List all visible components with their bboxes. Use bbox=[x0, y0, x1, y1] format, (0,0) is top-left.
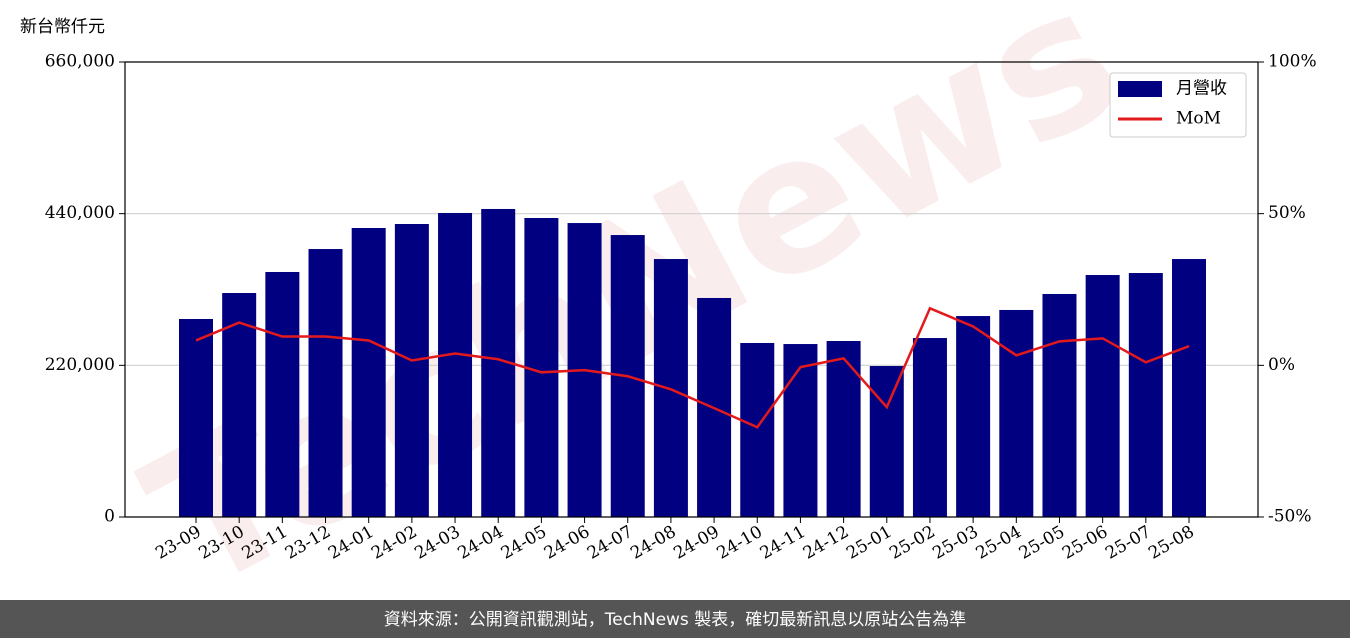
x-tick-label: 24-09 bbox=[670, 522, 722, 564]
bar bbox=[912, 338, 947, 517]
unit-label: 新台幣仟元 bbox=[20, 17, 105, 37]
x-tick-label: 24-07 bbox=[584, 522, 636, 564]
x-tick-label: 25-08 bbox=[1145, 522, 1197, 564]
y2-tick-label: 50% bbox=[1268, 203, 1306, 223]
y-tick-label: 220,000 bbox=[45, 355, 115, 375]
bar bbox=[869, 366, 904, 517]
y-tick-label: 440,000 bbox=[45, 203, 115, 223]
bar bbox=[351, 228, 386, 518]
legend-label: MoM bbox=[1176, 109, 1221, 129]
bar bbox=[783, 344, 818, 517]
y2-tick-label: 0% bbox=[1268, 355, 1295, 375]
x-tick-label: 25-03 bbox=[929, 522, 981, 564]
bar bbox=[999, 309, 1034, 517]
x-tick-label: 24-12 bbox=[800, 522, 852, 564]
bar bbox=[394, 224, 429, 517]
x-tick-label: 24-04 bbox=[455, 522, 507, 564]
x-tick-label: 24-11 bbox=[757, 522, 809, 564]
x-tick-label: 25-01 bbox=[843, 522, 895, 564]
bar bbox=[265, 271, 300, 517]
bar bbox=[740, 342, 775, 517]
y2-tick-label: 100% bbox=[1268, 52, 1317, 72]
x-tick-label: 25-05 bbox=[1016, 522, 1068, 564]
source-note: 資料來源：公開資訊觀測站，TechNews 製表，確切最新訊息以原站公告為準 bbox=[384, 610, 966, 630]
bar bbox=[826, 340, 861, 517]
x-tick-label: 24-03 bbox=[411, 522, 463, 564]
y2-tick-label: -50% bbox=[1268, 507, 1312, 527]
bar bbox=[956, 316, 991, 517]
x-tick-label: 25-02 bbox=[886, 522, 938, 564]
bar bbox=[1128, 273, 1163, 517]
legend-swatch bbox=[1118, 81, 1162, 97]
y-tick-label: 0 bbox=[104, 507, 115, 527]
x-tick-label: 24-06 bbox=[541, 522, 593, 564]
bar bbox=[438, 212, 473, 517]
bar bbox=[1172, 259, 1206, 517]
plot-frame bbox=[124, 61, 1259, 518]
bar bbox=[1042, 293, 1077, 517]
line bbox=[195, 306, 1190, 429]
bar bbox=[179, 319, 213, 517]
x-tick-label: 25-04 bbox=[973, 522, 1025, 564]
bar bbox=[222, 293, 257, 517]
footer-bar bbox=[0, 600, 1350, 638]
x-tick-label: 25-07 bbox=[1102, 522, 1154, 564]
bar bbox=[308, 249, 343, 517]
legend-label: 月營收 bbox=[1176, 79, 1227, 99]
x-tick-label: 25-06 bbox=[1059, 522, 1111, 564]
x-tick-label: 24-05 bbox=[498, 522, 550, 564]
bar bbox=[524, 218, 559, 518]
x-tick-label: 24-10 bbox=[714, 522, 766, 564]
y-tick-label: 660,000 bbox=[45, 52, 115, 72]
x-tick-label: 24-08 bbox=[627, 522, 679, 564]
bar bbox=[1085, 275, 1120, 517]
